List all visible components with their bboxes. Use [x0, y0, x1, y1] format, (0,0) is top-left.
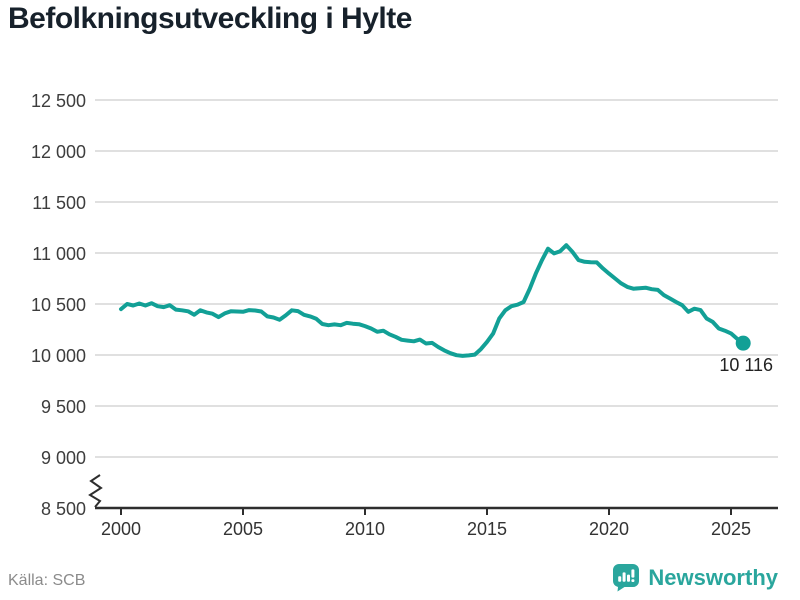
x-tick-label: 2000 [101, 519, 141, 539]
x-tick-label: 2020 [589, 519, 629, 539]
x-tick-label: 2025 [711, 519, 751, 539]
source-note: Källa: SCB [8, 572, 86, 589]
end-value-label: 10 116 [719, 355, 773, 375]
population-line-chart: 8 500 9 000 9 500 10 000 10 500 11 000 11 500 1… [31, 91, 778, 539]
y-tick-label: 8 500 [41, 499, 86, 519]
y-tick-label: 12 000 [31, 142, 86, 162]
y-tick-label: 10 000 [31, 346, 86, 366]
newsworthy-brand: Newsworthy [612, 563, 778, 592]
y-tick-label: 9 500 [41, 397, 86, 417]
y-tick-label: 11 500 [32, 193, 86, 213]
y-tick-label: 10 500 [31, 295, 86, 315]
y-tick-label: 12 500 [31, 91, 86, 111]
end-point-marker [735, 335, 751, 351]
chart-title: Befolkningsutveckling i Hylte [8, 2, 412, 35]
x-tick-label: 2010 [345, 519, 385, 539]
axis-break-icon [88, 474, 103, 508]
x-tick-label: 2015 [467, 519, 507, 539]
x-tick-label: 2005 [223, 519, 263, 539]
y-tick-label: 11 000 [32, 244, 86, 264]
y-tick-label: 9 000 [41, 448, 86, 468]
brand-name: Newsworthy [648, 564, 778, 590]
newsworthy-logo-icon [613, 564, 640, 592]
population-line [119, 243, 746, 358]
